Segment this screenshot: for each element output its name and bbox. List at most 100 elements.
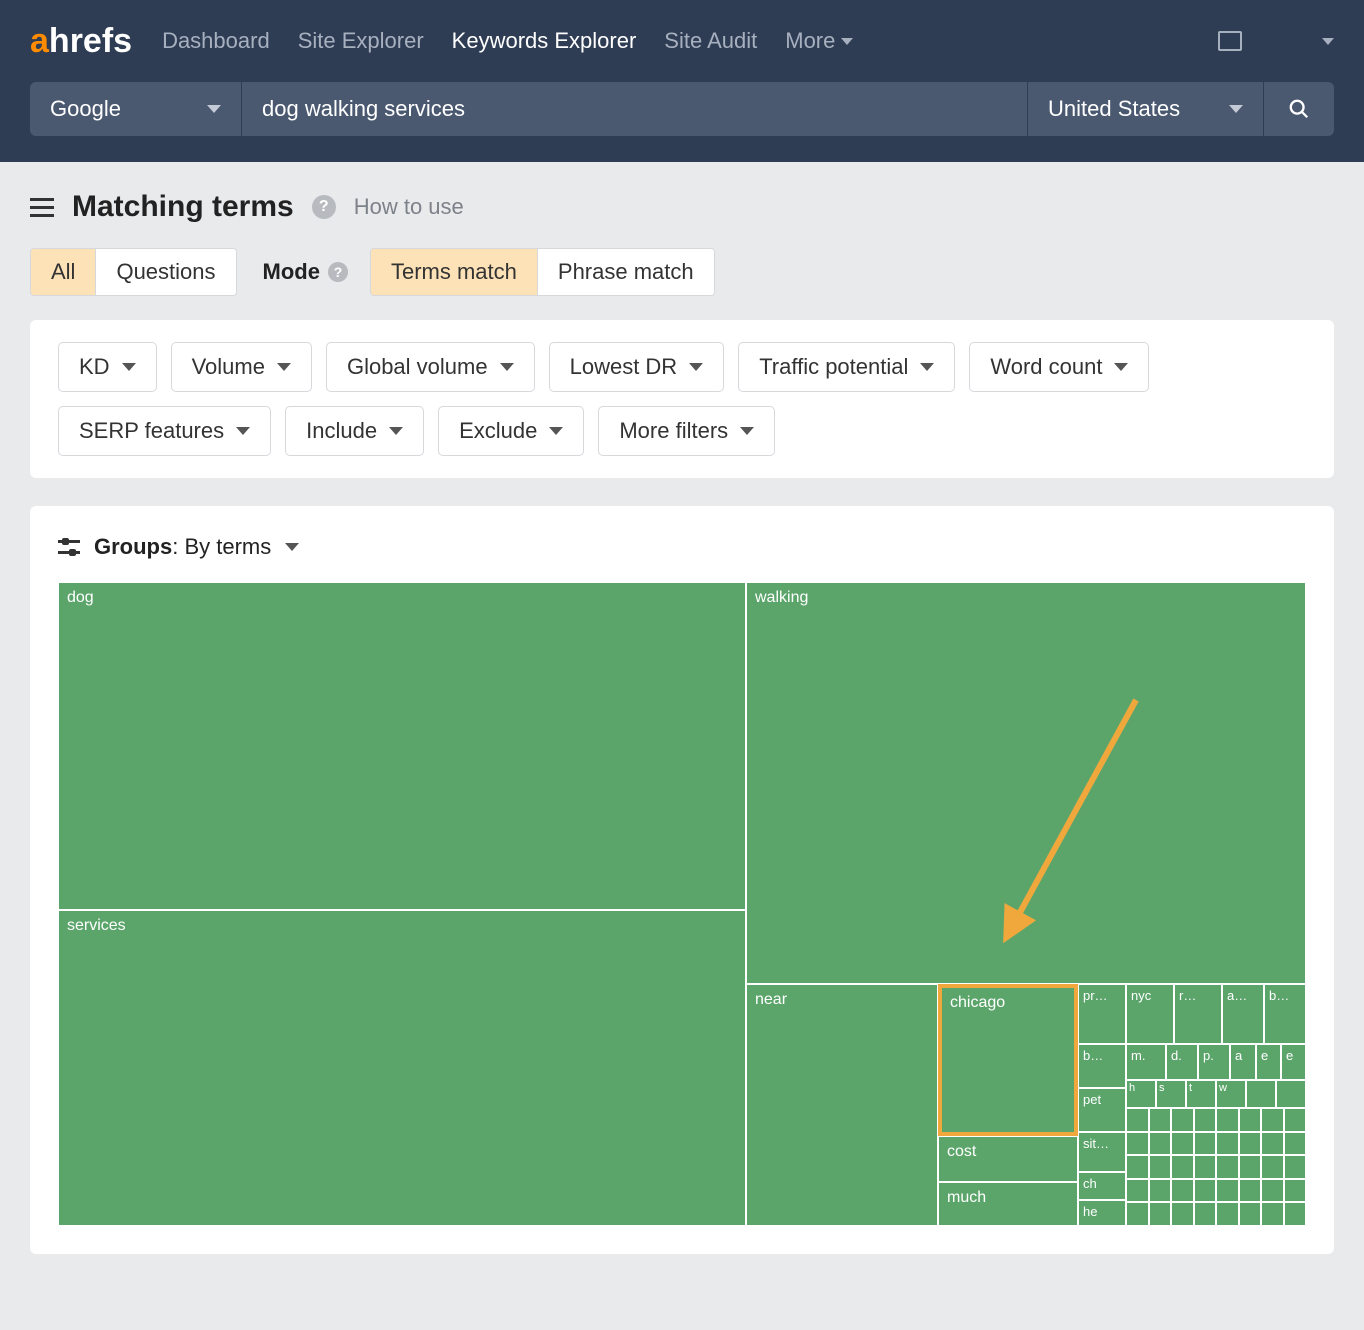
treemap-cell[interactable] <box>1171 1179 1194 1203</box>
treemap-cell-much[interactable]: much <box>938 1182 1078 1226</box>
treemap-cell[interactable] <box>1216 1179 1239 1203</box>
treemap-cell-b1[interactable]: b… <box>1264 984 1306 1044</box>
treemap-cell-ee2[interactable]: e <box>1281 1044 1306 1080</box>
treemap-cell[interactable] <box>1126 1202 1149 1226</box>
treemap-cell[interactable] <box>1284 1155 1307 1179</box>
treemap-cell[interactable] <box>1261 1179 1284 1203</box>
treemap-cell[interactable] <box>1126 1179 1149 1203</box>
nav-site-audit[interactable]: Site Audit <box>664 28 757 54</box>
brand-logo[interactable]: ahrefs <box>30 22 132 61</box>
treemap-cell-dog[interactable]: dog <box>58 582 746 910</box>
treemap-cell-d[interactable]: d. <box>1166 1044 1198 1080</box>
search-country-select[interactable]: United States <box>1028 82 1264 136</box>
groups-header[interactable]: Groups: By terms <box>58 534 1306 560</box>
treemap-cell[interactable] <box>1261 1132 1284 1156</box>
search-submit-button[interactable] <box>1264 82 1334 136</box>
nav-more[interactable]: More <box>785 28 853 54</box>
treemap-cell[interactable] <box>1216 1132 1239 1156</box>
tab-all[interactable]: All <box>31 249 96 295</box>
treemap-cell[interactable] <box>1239 1202 1262 1226</box>
search-engine-select[interactable]: Google <box>30 82 242 136</box>
nav-dashboard[interactable]: Dashboard <box>162 28 270 54</box>
account-chevron-down-icon[interactable] <box>1322 38 1334 45</box>
treemap-cell-ee1[interactable]: e <box>1256 1044 1281 1080</box>
treemap-cell[interactable] <box>1171 1132 1194 1156</box>
treemap-cell-h1[interactable]: h <box>1126 1080 1156 1108</box>
tab-questions[interactable]: Questions <box>96 249 235 295</box>
treemap-cell[interactable] <box>1239 1179 1262 1203</box>
treemap-cell[interactable] <box>1216 1108 1239 1132</box>
treemap-cell-pet[interactable]: pet <box>1078 1088 1126 1132</box>
treemap-cell-x2[interactable] <box>1276 1080 1306 1108</box>
filter-kd[interactable]: KD <box>58 342 157 392</box>
treemap-cell-m[interactable]: m. <box>1126 1044 1166 1080</box>
treemap-cell-p[interactable]: p. <box>1198 1044 1230 1080</box>
treemap-cell[interactable] <box>1149 1108 1172 1132</box>
filter-serp-features[interactable]: SERP features <box>58 406 271 456</box>
search-query-input[interactable]: dog walking services <box>242 82 1028 136</box>
monitor-icon[interactable] <box>1218 31 1242 51</box>
treemap-cell[interactable] <box>1194 1179 1217 1203</box>
sidebar-toggle-icon[interactable] <box>30 198 54 217</box>
treemap-cell-cost[interactable]: cost <box>938 1136 1078 1182</box>
filter-lowest-dr[interactable]: Lowest DR <box>549 342 725 392</box>
treemap-cell[interactable] <box>1261 1108 1284 1132</box>
treemap-cell[interactable] <box>1149 1179 1172 1203</box>
treemap-cell[interactable] <box>1239 1132 1262 1156</box>
treemap-cell[interactable] <box>1216 1202 1239 1226</box>
treemap-cell[interactable] <box>1149 1155 1172 1179</box>
treemap-cell[interactable] <box>1194 1132 1217 1156</box>
treemap-cell[interactable] <box>1284 1202 1307 1226</box>
treemap-cell[interactable] <box>1284 1179 1307 1203</box>
treemap-cell-a[interactable]: a… <box>1222 984 1264 1044</box>
nav-site-explorer[interactable]: Site Explorer <box>298 28 424 54</box>
filter-exclude[interactable]: Exclude <box>438 406 584 456</box>
treemap-cell-t1[interactable]: t <box>1186 1080 1216 1108</box>
nav-keywords-explorer[interactable]: Keywords Explorer <box>452 28 637 54</box>
treemap-cell-walking[interactable]: walking <box>746 582 1306 984</box>
treemap-cell[interactable] <box>1171 1155 1194 1179</box>
treemap-cell[interactable] <box>1239 1108 1262 1132</box>
how-to-use-link[interactable]: How to use <box>354 194 464 220</box>
treemap-cell[interactable] <box>1126 1155 1149 1179</box>
help-icon[interactable]: ? <box>328 262 348 282</box>
treemap-cell[interactable] <box>1149 1132 1172 1156</box>
treemap-cell[interactable] <box>1261 1155 1284 1179</box>
treemap-cell-b2[interactable]: b… <box>1078 1044 1126 1088</box>
tab-terms-match[interactable]: Terms match <box>371 249 538 295</box>
treemap-cell[interactable] <box>1171 1202 1194 1226</box>
treemap-cell[interactable] <box>1239 1155 1262 1179</box>
treemap-cell-chicago[interactable]: chicago <box>938 984 1078 1136</box>
treemap-cell-aa[interactable]: a <box>1230 1044 1256 1080</box>
tab-phrase-match[interactable]: Phrase match <box>538 249 714 295</box>
treemap-cell[interactable] <box>1126 1132 1149 1156</box>
treemap-cell[interactable] <box>1194 1202 1217 1226</box>
treemap-cell-nyc[interactable]: nyc <box>1126 984 1174 1044</box>
treemap-cell-s1[interactable]: s <box>1156 1080 1186 1108</box>
treemap-cell-pr[interactable]: pr… <box>1078 984 1126 1044</box>
filter-global-volume[interactable]: Global volume <box>326 342 535 392</box>
treemap-cell-ch[interactable]: ch <box>1078 1172 1126 1200</box>
treemap-cell-sit[interactable]: sit… <box>1078 1132 1126 1172</box>
treemap-cell[interactable] <box>1216 1155 1239 1179</box>
treemap-cell-he[interactable]: he <box>1078 1200 1126 1226</box>
treemap-cell-r[interactable]: r… <box>1174 984 1222 1044</box>
filter-include[interactable]: Include <box>285 406 424 456</box>
treemap-cell[interactable] <box>1194 1108 1217 1132</box>
treemap-cell[interactable] <box>1284 1108 1307 1132</box>
treemap-cell[interactable] <box>1194 1155 1217 1179</box>
treemap-cell[interactable] <box>1171 1108 1194 1132</box>
treemap-cell[interactable] <box>1284 1132 1307 1156</box>
treemap-cell[interactable] <box>1126 1108 1149 1132</box>
filter-volume[interactable]: Volume <box>171 342 312 392</box>
help-icon[interactable]: ? <box>312 195 336 219</box>
treemap-cell-w1[interactable]: w <box>1216 1080 1246 1108</box>
filter-word-count[interactable]: Word count <box>969 342 1149 392</box>
filter-more[interactable]: More filters <box>598 406 775 456</box>
treemap-cell[interactable] <box>1261 1202 1284 1226</box>
treemap-cell-x1[interactable] <box>1246 1080 1276 1108</box>
treemap-cell-near[interactable]: near <box>746 984 938 1226</box>
filter-traffic-potential[interactable]: Traffic potential <box>738 342 955 392</box>
treemap-cell-services[interactable]: services <box>58 910 746 1226</box>
treemap-cell[interactable] <box>1149 1202 1172 1226</box>
